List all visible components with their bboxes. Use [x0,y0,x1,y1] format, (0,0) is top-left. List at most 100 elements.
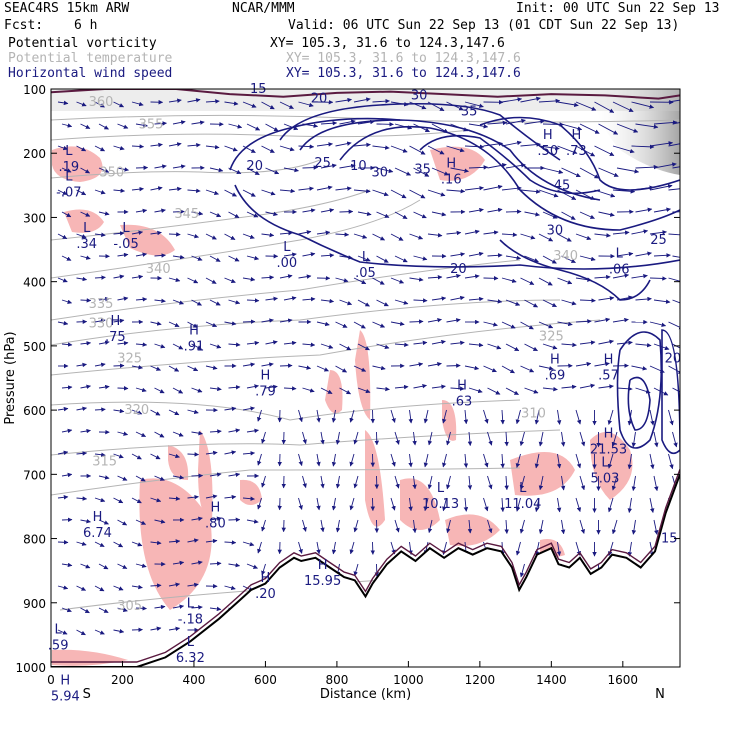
wind-arrow [76,145,87,152]
wind-arrow [598,384,614,389]
wind-arrow [117,167,129,172]
x-tick-label: 0 [47,673,55,687]
wind-arrow [483,409,489,424]
wind-arrow [635,207,653,213]
wind-arrow [427,362,442,367]
wind-arrow [150,497,162,503]
y-tick-label: 800 [23,533,46,547]
wind-arrow [168,277,181,283]
wind-arrow [504,431,509,447]
wind-arrow [80,607,90,614]
wind-arrow [113,231,125,236]
theta-contour [51,114,680,123]
wind-arrow [534,409,540,425]
wind-arrow [94,145,106,152]
wind-arrow [265,296,278,302]
wind-arrow [94,452,106,457]
wind-arrow [98,563,109,570]
wind-arrow [372,189,389,197]
wind-arrow [339,163,356,169]
wind-arrow [228,428,241,433]
wind-arrow [154,164,167,169]
pv-extremum-value: .75 [105,330,126,345]
wind-arrow [246,211,259,218]
wind-arrow [520,321,534,330]
wind-arrow [80,341,92,346]
wind-arrow [150,186,163,191]
wind-arrow [616,251,634,257]
wind-arrow [627,453,633,470]
wind-arrow [561,255,576,264]
wind-arrow [394,211,408,219]
wind-arrow [394,519,400,533]
wind-arrow [279,363,293,368]
wind-arrow [357,255,371,262]
wind-arrow [431,296,447,301]
wind-arrow [298,186,314,191]
wind-arrow [150,453,161,460]
wind-arrow [331,497,337,511]
wind-arrow [187,538,199,543]
wind-arrow [631,229,649,235]
wind-arrow [335,321,348,328]
wind-arrow [94,629,105,635]
wind-arrow [131,541,143,547]
wind-arrow [228,472,241,477]
y-tick-label: 500 [23,340,46,354]
wind-arrow [80,563,91,569]
wind-arrow [191,299,202,306]
wind-arrow [446,363,461,368]
wind-arrow [131,497,142,504]
wind-arrow [561,167,581,178]
pv-extremum-value: 6.74 [83,526,112,541]
wind-arrow [117,475,128,481]
wind-arrow [113,318,125,324]
wind-arrow [468,165,489,170]
wind-label: 45 [554,178,571,193]
wind-arrow [320,387,333,395]
wind-arrow [117,431,129,436]
wind-arrow [283,296,297,301]
wind-arrow [191,255,203,261]
wind-arrow [154,431,165,438]
wind-arrow [98,211,110,216]
wind-arrow [672,122,680,125]
wind-label: 25 [314,156,331,171]
wind-arrow [616,386,633,392]
pv-extremum-value: .05 [355,266,376,281]
wind-arrow [209,386,222,392]
wind-arrow [57,233,68,240]
wind-arrow [113,497,124,504]
pv-extremum-type: L [437,481,445,496]
wind-arrow [172,254,185,260]
wind-arrow [279,101,294,109]
wind-arrow [113,408,125,414]
wind-label: 25 [650,233,667,248]
pv-extremum-type: L [122,221,130,236]
wind-arrow [209,211,222,218]
wind-arrow [612,145,635,154]
pv-extremum-value: .80 [205,516,226,531]
wind-arrow [242,406,255,411]
field-name-theta: Potential temperature [8,51,173,66]
wind-arrow [187,98,201,103]
wind-arrow [154,298,166,304]
pv-extremum-type: L [55,622,63,637]
wind-arrow [168,496,181,501]
wind-arrow [76,496,88,501]
wind-arrow [150,321,162,326]
wind-arrow [131,144,145,149]
wind-arrow [172,209,185,214]
wind-arrow [538,475,544,491]
wind-arrow [353,563,359,577]
wind-arrow [409,233,424,240]
wind-arrow [261,519,266,532]
wind-arrow [561,123,583,131]
wind-arrow [524,387,539,394]
y-tick-label: 200 [23,147,46,161]
wind-arrow [649,497,655,513]
wind-arrow [505,209,522,214]
theta-label: 340 [553,249,578,264]
theta-label: 325 [117,352,142,367]
wind-arrow [542,167,564,175]
